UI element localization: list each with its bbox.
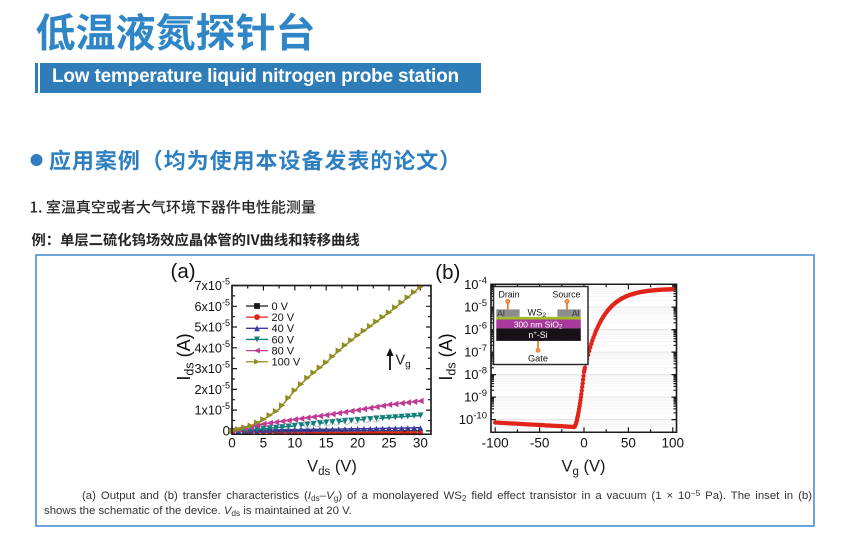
svg-text:60 V: 60 V [272,334,295,346]
svg-text:100 V: 100 V [272,357,301,369]
svg-text:-50: -50 [530,436,550,451]
svg-text:0: 0 [228,436,236,451]
svg-text:Vds (V): Vds (V) [307,458,357,479]
svg-text:10-8: 10-8 [464,366,487,383]
svg-text:25: 25 [381,436,396,451]
svg-text:2x10-5: 2x10-5 [194,381,230,398]
svg-text:15: 15 [319,436,334,451]
svg-text:Gate: Gate [528,353,548,363]
svg-text:10: 10 [287,436,302,451]
svg-text:10-7: 10-7 [464,343,487,360]
svg-text:Al: Al [497,309,505,319]
svg-text:3x10-5: 3x10-5 [194,360,230,377]
svg-text:Al: Al [572,309,580,319]
svg-text:WS2: WS2 [528,308,547,320]
svg-text:-100: -100 [482,436,509,451]
svg-text:4x10-5: 4x10-5 [194,339,230,356]
svg-text:50: 50 [621,436,636,451]
svg-text:10-6: 10-6 [464,321,487,338]
svg-text:Vg (V): Vg (V) [561,458,605,479]
svg-text:100: 100 [662,436,685,451]
svg-text:10-5: 10-5 [464,298,487,315]
svg-text:(b): (b) [435,261,460,284]
svg-text:20 V: 20 V [272,312,295,324]
svg-text:7x10-5: 7x10-5 [194,277,230,294]
svg-text:10-10: 10-10 [459,411,487,428]
svg-text:0: 0 [222,424,230,439]
svg-text:Drain: Drain [499,290,520,300]
svg-text:1x10-5: 1x10-5 [194,401,230,418]
svg-text:6x10-5: 6x10-5 [194,297,230,314]
svg-text:10-4: 10-4 [464,276,487,293]
svg-text:10-9: 10-9 [464,388,487,405]
svg-text:20: 20 [350,436,365,451]
svg-text:Source: Source [553,290,581,300]
svg-text:Ids (A): Ids (A) [436,333,459,380]
svg-text:0 V: 0 V [272,301,289,313]
svg-text:80 V: 80 V [272,345,295,357]
svg-text:5x10-5: 5x10-5 [194,318,230,335]
svg-text:n+-Si: n+-Si [528,330,547,340]
svg-text:0: 0 [580,436,588,451]
svg-text:Ids (A): Ids (A) [174,333,197,380]
svg-text:30: 30 [413,436,428,451]
svg-text:(a): (a) [171,260,196,283]
svg-text:5: 5 [260,436,268,451]
svg-text:40 V: 40 V [272,323,295,335]
svg-text:300 nm SiO2: 300 nm SiO2 [514,319,563,330]
